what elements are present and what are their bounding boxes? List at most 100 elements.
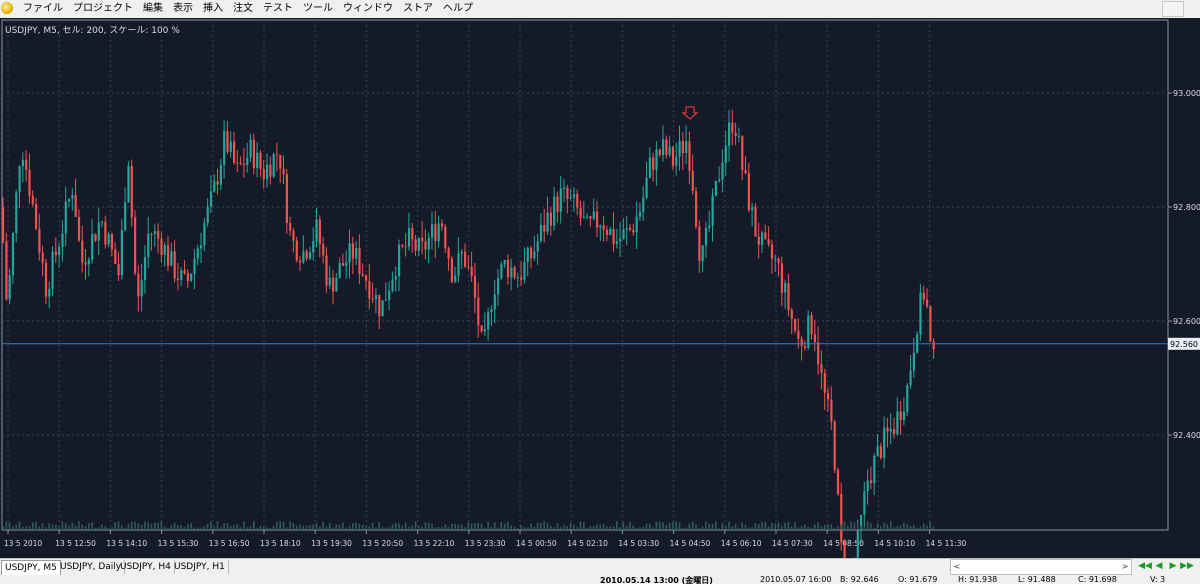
menu-item-8[interactable]: ウィンドウ — [343, 3, 393, 14]
price-chart[interactable]: 93.000 92.800 92.600 92.400 13 5 2010 13 5 12… — [0, 18, 1200, 558]
candle-body-42 — [140, 280, 143, 297]
candle-body-247 — [817, 342, 820, 365]
volume-bar-33 — [111, 527, 113, 530]
candle-body-63 — [209, 191, 213, 207]
chart-area[interactable]: 93.000 92.800 92.600 92.400 13 5 2010 13 5 12… — [0, 18, 1200, 558]
candle-body-74 — [246, 157, 249, 166]
volume-bar-174 — [576, 526, 578, 530]
menu-item-6[interactable]: テスト — [263, 3, 293, 14]
menu-item-4[interactable]: 挿入 — [203, 3, 223, 14]
candle-body-116 — [384, 299, 387, 301]
candle-body-183 — [605, 229, 609, 235]
volume-bar-12 — [41, 523, 44, 530]
candle-body-250 — [827, 392, 830, 400]
menu-item-1[interactable]: プロジェクト — [73, 3, 133, 14]
nav-prev-icon[interactable]: ◀ — [1155, 561, 1163, 571]
volume-bar-198 — [655, 521, 658, 530]
candle-body-78 — [259, 152, 262, 169]
volume-bar-228 — [754, 523, 757, 530]
volume-bar-163 — [540, 522, 542, 530]
volume-bar-181 — [599, 524, 602, 530]
candle-body-10 — [35, 203, 38, 229]
window-control-icon[interactable] — [1162, 1, 1184, 17]
candle-body-260 — [860, 514, 863, 531]
menu-item-7[interactable]: ツール — [303, 3, 333, 14]
volume-bar-160 — [530, 523, 532, 530]
candle-body-32 — [107, 234, 110, 245]
candle-body-85 — [282, 168, 285, 175]
nav-next-icon[interactable]: ▶ — [1169, 561, 1177, 571]
menu-item-3[interactable]: 表示 — [173, 3, 193, 14]
volume-bar-243 — [804, 524, 806, 530]
volume-bar-21 — [71, 522, 74, 530]
chart-tab-3[interactable]: USDJPY, H1 — [171, 560, 229, 574]
candle-body-245 — [810, 315, 813, 335]
volume-bar-121 — [401, 525, 404, 530]
volume-bar-68 — [226, 523, 229, 530]
candle-body-33 — [110, 234, 114, 250]
volume-bar-66 — [220, 526, 222, 530]
volume-bar-30 — [101, 524, 103, 530]
volume-bar-52 — [173, 522, 176, 530]
menu-item-5[interactable]: 注文 — [233, 3, 253, 14]
candle-body-66 — [219, 164, 222, 185]
candle-body-61 — [203, 222, 206, 246]
volume-bar-256 — [847, 525, 849, 530]
candle-body-110 — [365, 275, 368, 281]
volume-bar-119 — [394, 523, 397, 530]
candle-body-141 — [467, 266, 470, 268]
candle-body-87 — [289, 222, 292, 231]
candle-body-176 — [582, 217, 585, 219]
volume-bar-281 — [929, 521, 932, 530]
volume-bar-230 — [761, 521, 763, 530]
candle-body-158 — [523, 262, 526, 280]
candle-body-22 — [74, 195, 77, 217]
candle-body-60 — [200, 245, 203, 249]
chart-tab-1[interactable]: USDJPY, Daily — [57, 560, 126, 574]
volume-bar-173 — [573, 525, 575, 530]
volume-bar-110 — [365, 526, 367, 530]
volume-bar-17 — [58, 527, 60, 530]
volume-bar-197 — [652, 527, 654, 530]
volume-bar-16 — [55, 524, 57, 530]
menu-item-9[interactable]: ストア — [403, 3, 433, 14]
nav-first-icon[interactable]: ◀◀ — [1138, 561, 1152, 571]
candle-body-86 — [285, 174, 288, 223]
menu-item-0[interactable]: ファイル — [23, 3, 63, 14]
menu-item-2[interactable]: 編集 — [143, 3, 163, 14]
chart-tab-0[interactable]: USDJPY, M5 — [1, 560, 61, 576]
volume-bar-188 — [622, 521, 625, 530]
scroll-left-icon[interactable]: < — [953, 562, 961, 571]
scroll-right-icon[interactable]: > — [1121, 562, 1129, 571]
candle-body-92 — [305, 251, 308, 259]
volume-bar-235 — [777, 522, 780, 530]
candle-body-271 — [896, 411, 899, 435]
chart-horizontal-scrollbar[interactable]: < > — [950, 559, 1132, 575]
candle-body-204 — [675, 156, 678, 166]
volume-bar-272 — [899, 525, 902, 530]
candle-body-111 — [368, 280, 371, 299]
chart-tab-2[interactable]: USDJPY, H4 — [117, 560, 175, 574]
menu-items: ファイル プロジェクト 編集 表示 挿入 注文 テスト ツール ウィンドウ ストア ヘルプ — [18, 0, 478, 18]
volume-bar-7 — [25, 526, 27, 530]
volume-bar-99 — [328, 522, 331, 530]
candle-body-38 — [127, 166, 130, 203]
x-tick-label-17: 14 5 10:10 — [874, 539, 915, 548]
candle-body-224 — [741, 135, 744, 171]
candle-body-279 — [922, 292, 925, 300]
volume-bar-90 — [299, 524, 301, 530]
candle-body-223 — [737, 135, 741, 137]
candle-body-276 — [912, 352, 915, 371]
nav-last-icon[interactable]: ▶▶ — [1180, 561, 1194, 571]
x-tick-label-5: 13 5 18:10 — [260, 539, 301, 548]
volume-bar-26 — [88, 523, 90, 530]
candle-body-254 — [840, 493, 843, 543]
candle-body-133 — [440, 223, 444, 227]
menu-item-10[interactable]: ヘルプ — [443, 3, 473, 14]
candle-body-149 — [493, 294, 496, 310]
candle-body-103 — [341, 263, 345, 266]
volume-bar-146 — [484, 527, 486, 530]
volume-bar-259 — [856, 522, 859, 530]
candle-body-179 — [592, 211, 595, 219]
candle-body-24 — [81, 240, 84, 263]
